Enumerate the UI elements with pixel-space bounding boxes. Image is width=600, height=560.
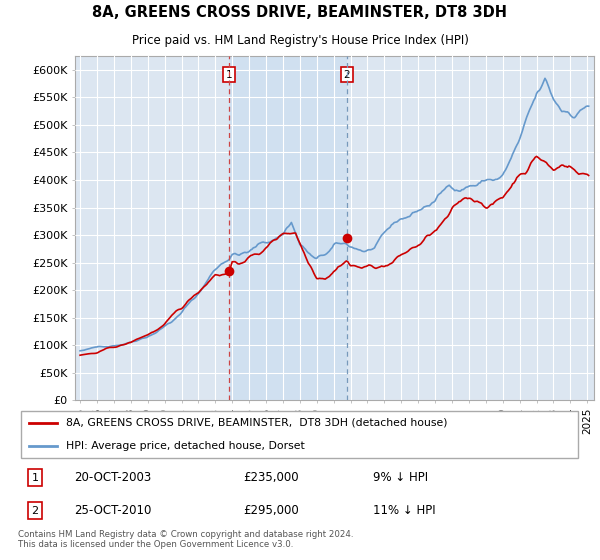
Text: 8A, GREENS CROSS DRIVE, BEAMINSTER, DT8 3DH: 8A, GREENS CROSS DRIVE, BEAMINSTER, DT8 … xyxy=(92,5,508,20)
FancyBboxPatch shape xyxy=(21,411,578,458)
Bar xyxy=(229,56,347,400)
Text: £235,000: £235,000 xyxy=(244,471,299,484)
Text: 8A, GREENS CROSS DRIVE, BEAMINSTER,  DT8 3DH (detached house): 8A, GREENS CROSS DRIVE, BEAMINSTER, DT8 … xyxy=(66,418,448,428)
Text: 1: 1 xyxy=(226,70,232,80)
Text: 9% ↓ HPI: 9% ↓ HPI xyxy=(373,471,428,484)
Text: 2: 2 xyxy=(344,70,350,80)
Text: £295,000: £295,000 xyxy=(244,504,299,517)
Text: HPI: Average price, detached house, Dorset: HPI: Average price, detached house, Dors… xyxy=(66,441,305,451)
Text: Contains HM Land Registry data © Crown copyright and database right 2024.
This d: Contains HM Land Registry data © Crown c… xyxy=(18,530,353,549)
Text: 1: 1 xyxy=(31,473,38,483)
Text: 20-OCT-2003: 20-OCT-2003 xyxy=(74,471,152,484)
Text: Price paid vs. HM Land Registry's House Price Index (HPI): Price paid vs. HM Land Registry's House … xyxy=(131,34,469,47)
Text: 25-OCT-2010: 25-OCT-2010 xyxy=(74,504,152,517)
Text: 11% ↓ HPI: 11% ↓ HPI xyxy=(373,504,436,517)
Text: 2: 2 xyxy=(31,506,38,516)
